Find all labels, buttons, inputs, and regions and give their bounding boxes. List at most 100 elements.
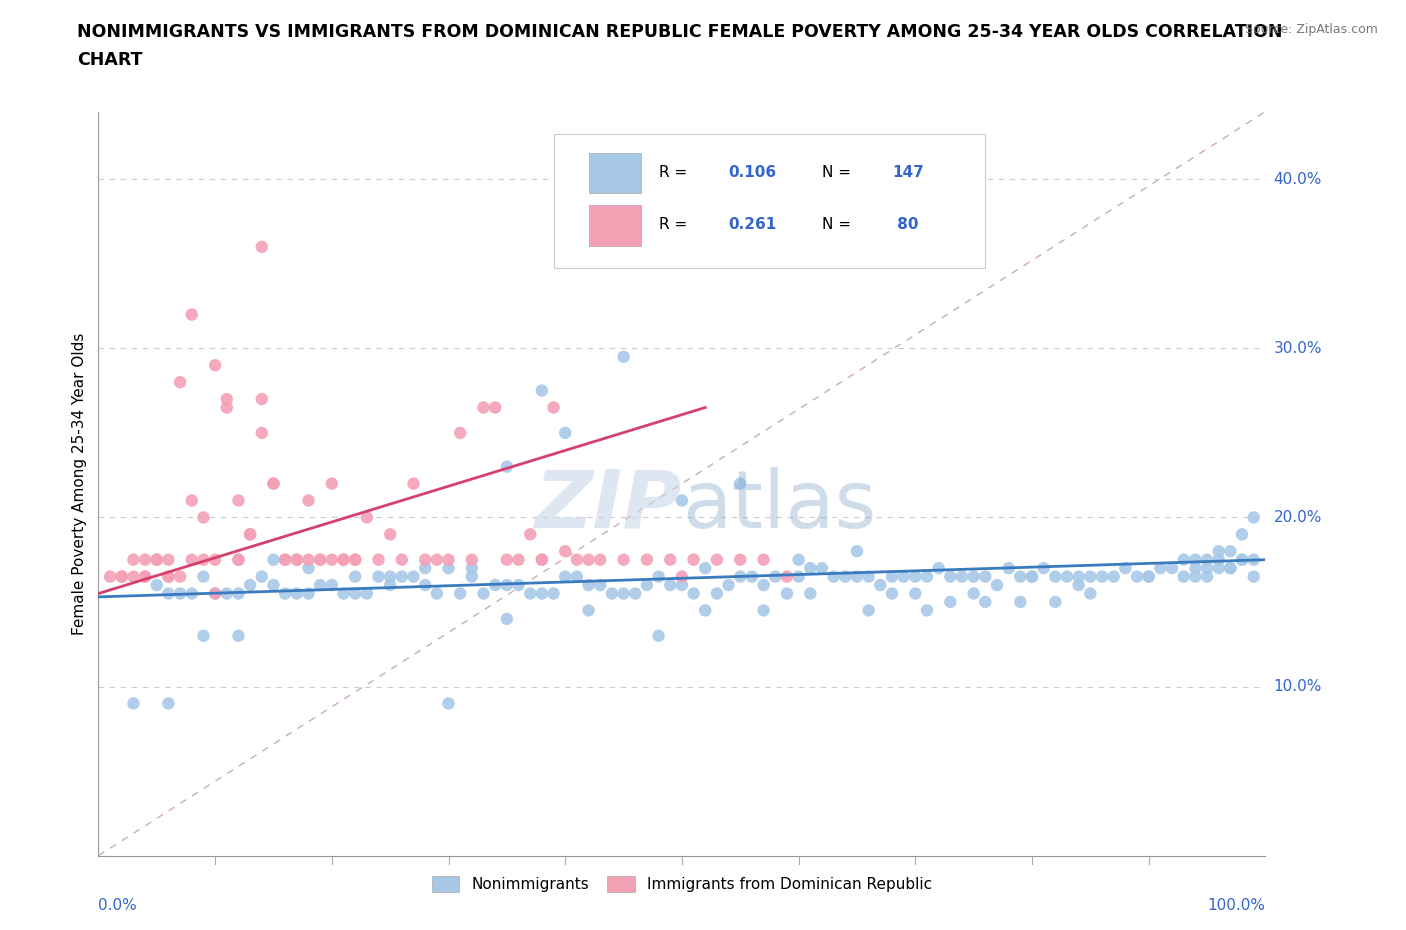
Point (530, 552, 553, 567)
Point (682, 552, 704, 567)
Point (228, 629, 250, 644)
Point (1056, 569, 1078, 584)
Text: 0.106: 0.106 (728, 166, 776, 180)
Point (262, 578, 284, 592)
Point (134, 569, 156, 584)
Text: N =: N = (823, 218, 856, 232)
Point (1184, 569, 1206, 584)
Point (1137, 569, 1160, 584)
Point (1045, 594, 1067, 609)
Point (1243, 510, 1265, 525)
Text: 100.0%: 100.0% (1208, 897, 1265, 913)
Point (1045, 569, 1067, 584)
Point (1208, 561, 1230, 576)
Point (344, 569, 367, 584)
Point (274, 552, 297, 567)
Point (915, 603, 938, 618)
Point (1067, 578, 1090, 592)
Point (578, 552, 600, 567)
Point (928, 561, 950, 576)
Point (122, 552, 145, 567)
Point (1230, 552, 1253, 567)
Point (496, 552, 519, 567)
Point (730, 569, 752, 584)
Point (180, 586, 202, 601)
Point (1243, 569, 1265, 584)
Point (228, 552, 250, 567)
Point (1149, 561, 1171, 576)
Point (730, 476, 752, 491)
Point (250, 392, 273, 406)
Point (484, 400, 506, 415)
Point (309, 578, 332, 592)
Point (157, 696, 180, 711)
Point (402, 569, 425, 584)
Point (858, 603, 880, 618)
Point (285, 552, 308, 567)
Point (332, 586, 354, 601)
Point (1243, 552, 1265, 567)
Point (193, 629, 215, 644)
Point (671, 569, 693, 584)
Point (915, 569, 938, 584)
Point (752, 603, 775, 618)
Point (1208, 552, 1230, 567)
Point (344, 552, 367, 567)
Point (741, 569, 763, 584)
Point (519, 527, 541, 542)
Text: 0.0%: 0.0% (98, 897, 138, 913)
Point (950, 569, 973, 584)
Point (695, 561, 717, 576)
Point (1021, 569, 1043, 584)
Point (974, 594, 997, 609)
Point (321, 476, 343, 491)
Point (426, 552, 449, 567)
Point (1161, 561, 1184, 576)
Point (1091, 569, 1114, 584)
Point (1102, 569, 1125, 584)
Point (180, 307, 202, 322)
Point (228, 552, 250, 567)
Point (250, 425, 273, 440)
Point (1137, 569, 1160, 584)
Text: 20.0%: 20.0% (1274, 510, 1322, 525)
Point (880, 569, 903, 584)
Text: atlas: atlas (682, 467, 876, 545)
Point (169, 569, 191, 584)
Point (763, 569, 786, 584)
Text: R =: R = (658, 166, 692, 180)
Point (1010, 594, 1032, 609)
Point (122, 569, 145, 584)
Point (344, 552, 367, 567)
Point (508, 578, 530, 592)
Point (496, 611, 519, 626)
FancyBboxPatch shape (554, 134, 986, 268)
Point (239, 578, 262, 592)
Point (413, 578, 436, 592)
Point (449, 586, 471, 601)
Point (193, 569, 215, 584)
Point (787, 569, 810, 584)
Point (484, 578, 506, 592)
Point (402, 476, 425, 491)
Point (297, 586, 319, 601)
Point (449, 425, 471, 440)
Point (939, 569, 962, 584)
Point (461, 552, 484, 567)
Point (193, 510, 215, 525)
Point (624, 586, 647, 601)
Point (717, 578, 740, 592)
Point (111, 569, 134, 584)
Point (146, 578, 169, 592)
Point (134, 552, 156, 567)
Point (647, 629, 669, 644)
Point (146, 552, 169, 567)
Text: 10.0%: 10.0% (1274, 679, 1322, 694)
Point (1195, 552, 1218, 567)
Point (274, 586, 297, 601)
Point (297, 552, 319, 567)
FancyBboxPatch shape (589, 153, 641, 193)
Point (554, 544, 576, 559)
Point (613, 350, 636, 365)
Point (157, 552, 180, 567)
